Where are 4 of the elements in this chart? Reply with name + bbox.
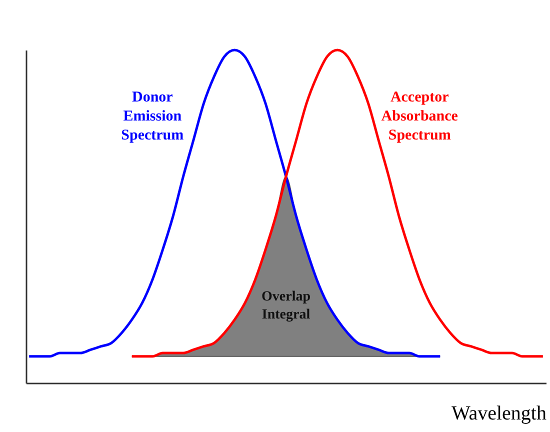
series-label: Donor Emission Spectrum xyxy=(121,90,184,144)
series-label: Acceptor Absorbance Spectrum xyxy=(381,90,458,144)
annotation: Overlap Integral xyxy=(262,289,311,322)
x-axis-title: Wavelength xyxy=(451,402,546,424)
